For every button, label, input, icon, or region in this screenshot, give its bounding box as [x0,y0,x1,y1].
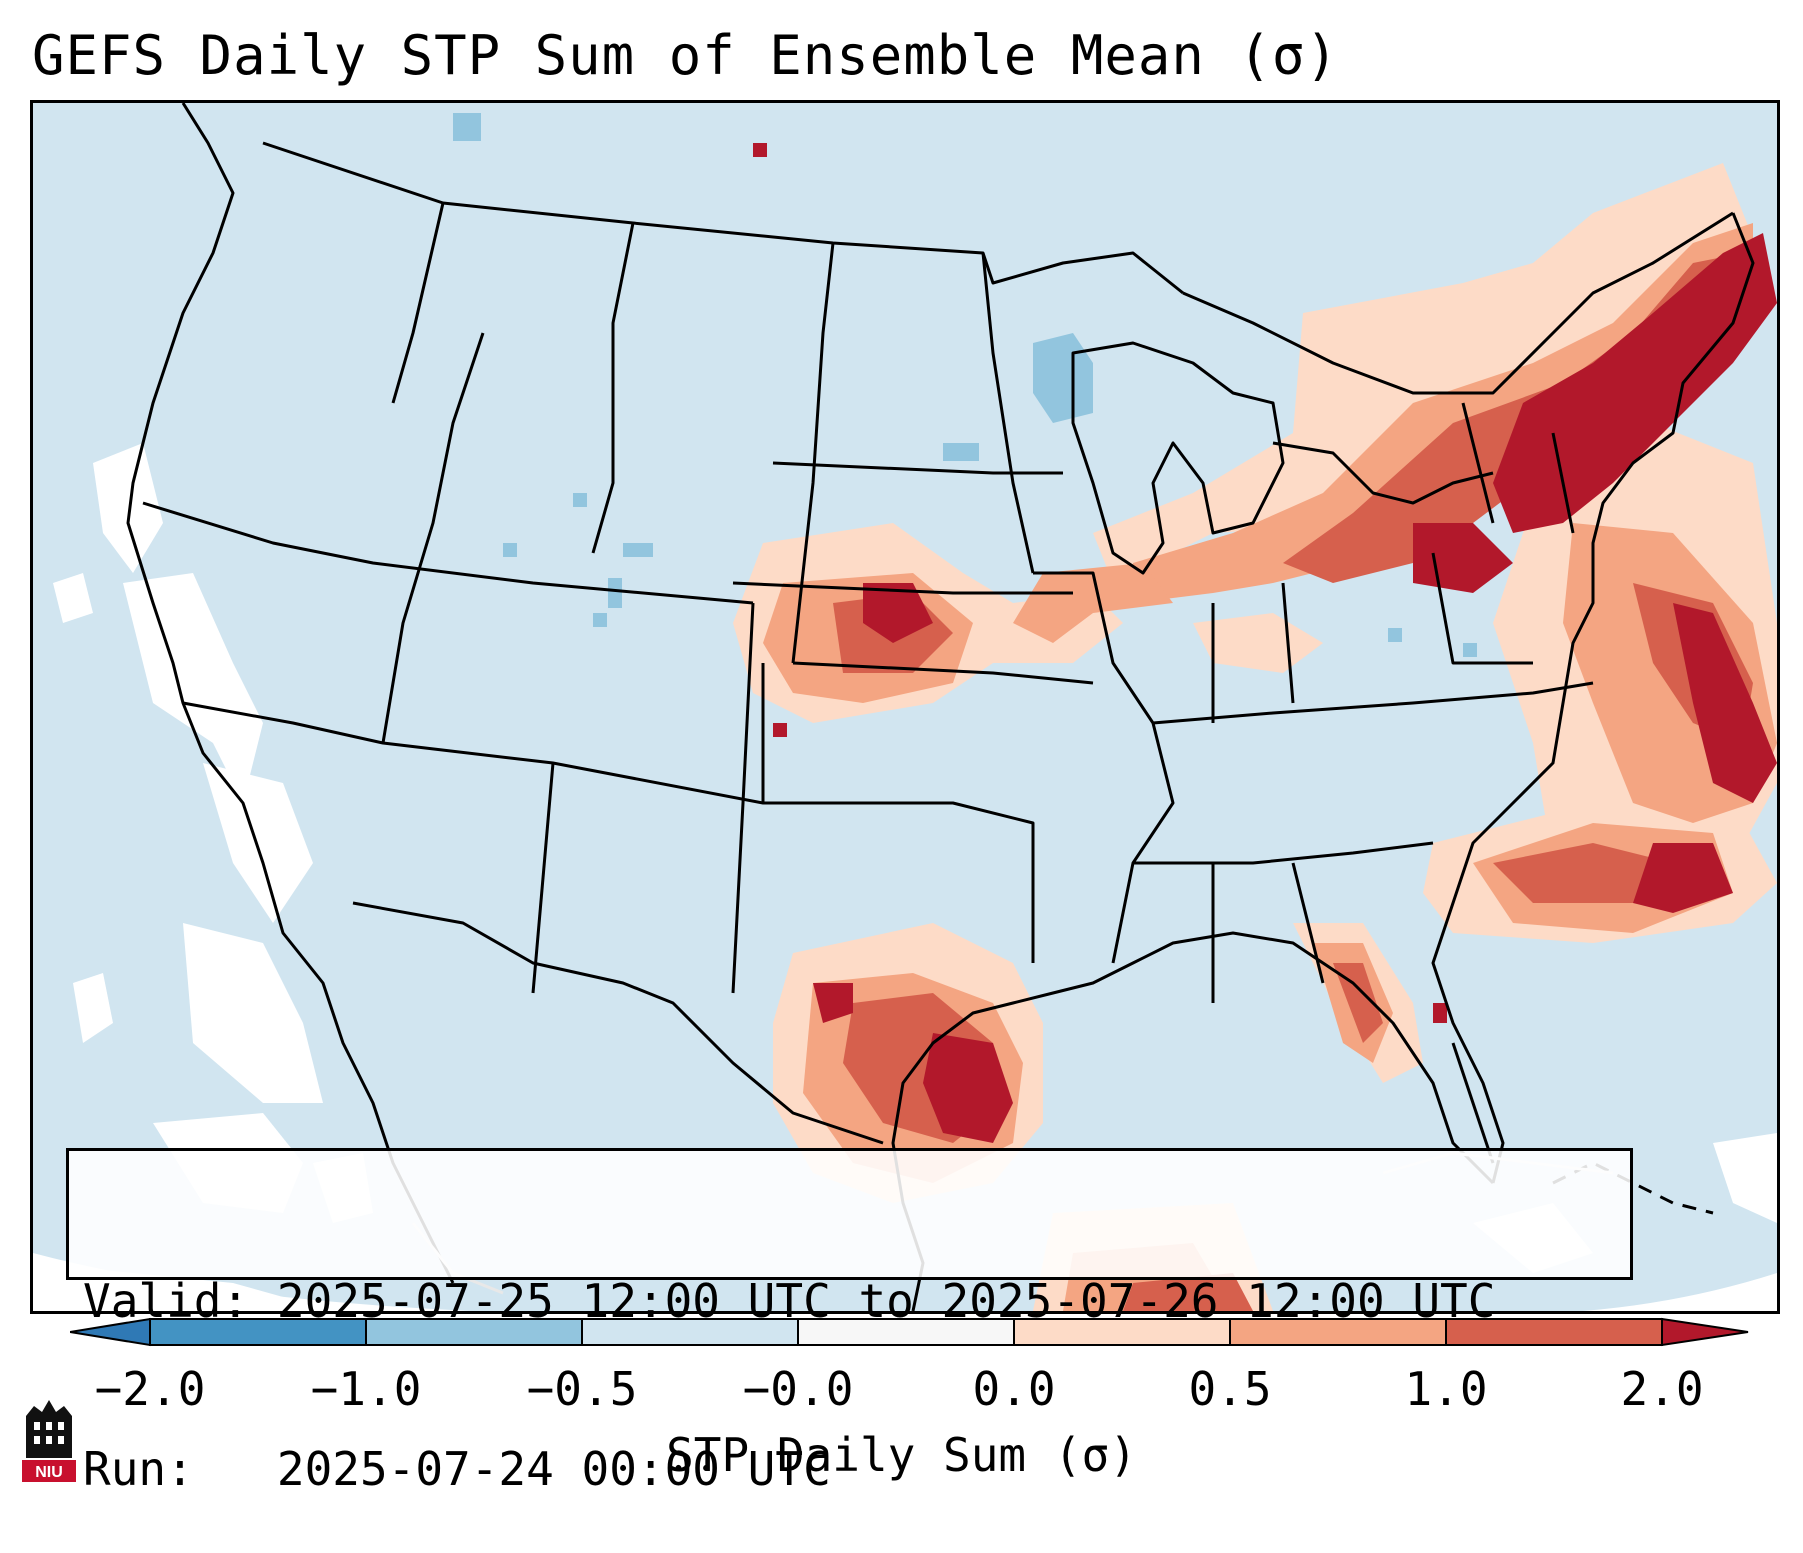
political-boundaries [126,103,1755,1311]
logo-text: NIU [35,1464,63,1481]
colorbar-bin-7 [1446,1319,1662,1345]
colorbar-bin-6 [1230,1319,1446,1345]
negative-anomaly-patches [453,113,1477,657]
run-row: Run: 2025-07-24 00:00 UTC [83,1441,1616,1497]
colorbar-bin-4 [798,1319,1014,1345]
colorbar-label: STP Daily Sum (σ) [666,1428,1137,1482]
pacific-white-patches [33,443,1777,1311]
colorbar-bin-2 [366,1319,582,1345]
colorbar-tick-label: 0.0 [972,1362,1056,1416]
colorbar-bin-1 [150,1319,366,1345]
colorbar [70,1317,1749,1347]
projection-edge [33,1253,933,1311]
colorbar-tick-label: 2.0 [1620,1362,1704,1416]
colorbar-bin-3 [582,1319,798,1345]
colorbar-tick-label: −0.0 [742,1362,854,1416]
map-svg [33,103,1777,1311]
colorbar-tick-label: 1.0 [1404,1362,1488,1416]
run-value: 2025-07-24 00:00 UTC [276,1442,831,1496]
chart-title: GEFS Daily STP Sum of Ensemble Mean (σ) [32,24,1339,87]
colorbar-tick-marks [149,1319,1663,1345]
colorbar-tick-label: −2.0 [94,1362,206,1416]
colorbar-over-arrow [1661,1317,1749,1347]
run-label: Run: [83,1442,194,1496]
colorbar-tick-label: 0.5 [1188,1362,1272,1416]
colorbar-under-arrow [70,1317,151,1347]
validity-info-box: Valid: 2025-07-25 12:00 UTC to 2025-07-2… [66,1148,1633,1496]
colorbar-tick-label: −0.5 [526,1362,638,1416]
colorbar-bin-5 [1014,1319,1230,1345]
projection-edge-right [1583,1273,1777,1311]
colorbar-tick-label: −1.0 [310,1362,422,1416]
niu-logo-icon: NIU [22,1400,76,1482]
map-panel [30,100,1780,1314]
